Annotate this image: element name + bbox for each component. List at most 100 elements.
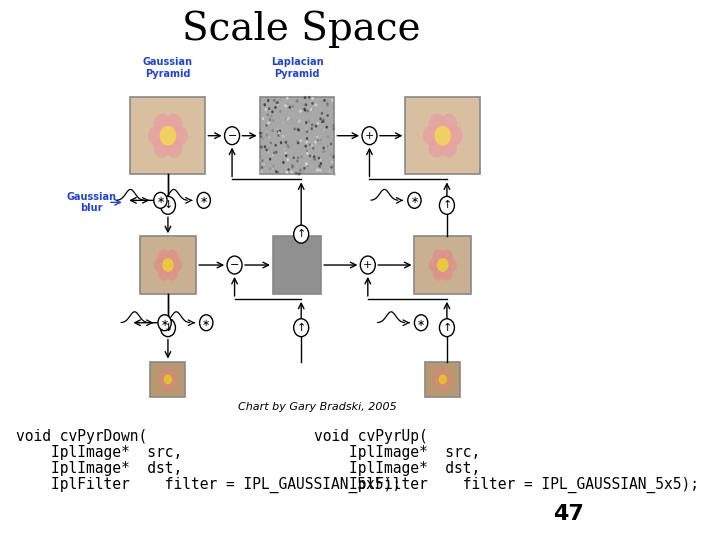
Circle shape — [266, 148, 268, 151]
Circle shape — [264, 103, 266, 106]
Circle shape — [327, 135, 329, 138]
Circle shape — [321, 120, 323, 123]
Circle shape — [166, 380, 175, 389]
Circle shape — [333, 106, 335, 109]
Circle shape — [314, 141, 317, 144]
Circle shape — [291, 166, 294, 168]
Text: −: − — [230, 260, 239, 270]
Circle shape — [446, 126, 463, 146]
Circle shape — [300, 155, 303, 158]
Bar — [426, 361, 460, 397]
Circle shape — [277, 134, 279, 137]
Circle shape — [259, 135, 262, 138]
Circle shape — [271, 167, 273, 171]
Circle shape — [325, 132, 328, 135]
Circle shape — [325, 156, 328, 159]
Text: +: + — [365, 131, 374, 141]
Circle shape — [267, 106, 269, 110]
Circle shape — [415, 315, 428, 330]
Circle shape — [439, 197, 454, 214]
Circle shape — [306, 130, 308, 133]
Circle shape — [423, 126, 439, 146]
Circle shape — [323, 118, 325, 122]
Circle shape — [294, 319, 309, 336]
Circle shape — [316, 168, 319, 171]
Circle shape — [272, 119, 274, 122]
Circle shape — [308, 96, 310, 99]
Circle shape — [441, 369, 449, 379]
Circle shape — [306, 110, 309, 112]
Circle shape — [259, 132, 261, 135]
Circle shape — [285, 117, 287, 120]
Circle shape — [307, 109, 309, 112]
Circle shape — [320, 117, 322, 120]
Circle shape — [323, 99, 325, 102]
Circle shape — [301, 103, 304, 106]
Circle shape — [434, 126, 451, 146]
Circle shape — [282, 136, 285, 139]
Text: ∗: ∗ — [161, 318, 168, 328]
Text: ↑: ↑ — [442, 323, 451, 333]
Circle shape — [266, 124, 268, 127]
Circle shape — [326, 104, 329, 107]
Circle shape — [305, 163, 307, 165]
Circle shape — [287, 168, 289, 171]
Circle shape — [270, 115, 273, 118]
Circle shape — [282, 135, 284, 138]
Circle shape — [277, 127, 279, 130]
Circle shape — [292, 157, 295, 159]
Circle shape — [291, 118, 293, 121]
Circle shape — [260, 170, 263, 173]
Circle shape — [300, 149, 302, 152]
Circle shape — [148, 126, 165, 146]
Circle shape — [299, 119, 301, 123]
Circle shape — [274, 106, 276, 109]
Circle shape — [269, 167, 272, 170]
Circle shape — [267, 105, 270, 107]
Circle shape — [284, 141, 287, 144]
Circle shape — [433, 374, 442, 384]
Circle shape — [285, 141, 287, 144]
Circle shape — [311, 101, 313, 104]
Bar — [273, 236, 321, 294]
Circle shape — [438, 374, 447, 384]
Circle shape — [436, 380, 444, 389]
Circle shape — [292, 105, 294, 108]
Text: ∗: ∗ — [199, 195, 208, 205]
Circle shape — [294, 225, 309, 243]
Circle shape — [261, 132, 264, 134]
Circle shape — [310, 127, 313, 130]
Text: IplFilter    filter = IPL_GAUSSIAN_5x5);: IplFilter filter = IPL_GAUSSIAN_5x5); — [314, 477, 698, 493]
Circle shape — [297, 120, 300, 124]
Circle shape — [440, 114, 457, 133]
Circle shape — [305, 141, 308, 144]
Text: Laplacian
Pyramid: Laplacian Pyramid — [271, 57, 323, 79]
Circle shape — [197, 192, 210, 208]
Circle shape — [267, 151, 270, 154]
Circle shape — [320, 162, 322, 165]
Circle shape — [303, 107, 306, 111]
Circle shape — [276, 102, 278, 104]
Text: ↑: ↑ — [297, 229, 306, 239]
Text: IplImage*  src,: IplImage* src, — [314, 445, 480, 460]
Circle shape — [313, 124, 315, 127]
Circle shape — [276, 103, 279, 106]
Text: void cvPyrUp(: void cvPyrUp( — [314, 429, 428, 444]
Circle shape — [262, 137, 265, 140]
Bar — [259, 97, 335, 174]
Circle shape — [295, 100, 298, 103]
Circle shape — [282, 120, 284, 124]
Circle shape — [318, 165, 320, 167]
Circle shape — [154, 192, 167, 208]
Circle shape — [261, 166, 264, 169]
Text: 47: 47 — [554, 504, 585, 524]
Circle shape — [269, 158, 271, 160]
Circle shape — [303, 167, 305, 170]
Circle shape — [298, 172, 300, 176]
Circle shape — [331, 172, 334, 175]
Circle shape — [271, 110, 274, 113]
Circle shape — [318, 157, 320, 160]
Circle shape — [300, 139, 302, 142]
Circle shape — [276, 102, 279, 104]
Circle shape — [263, 163, 265, 166]
